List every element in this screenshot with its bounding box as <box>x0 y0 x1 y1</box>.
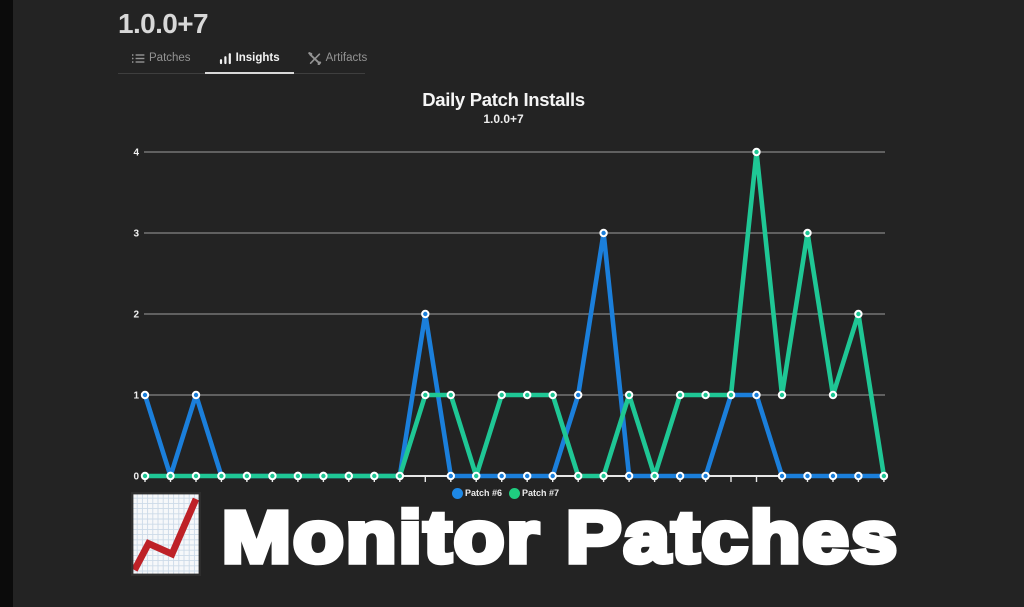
svg-text:2: 2 <box>133 310 139 321</box>
svg-text:0: 0 <box>133 472 139 483</box>
svg-text:4: 4 <box>133 148 139 159</box>
svg-text:1: 1 <box>133 391 139 402</box>
svg-text:3: 3 <box>133 229 139 240</box>
